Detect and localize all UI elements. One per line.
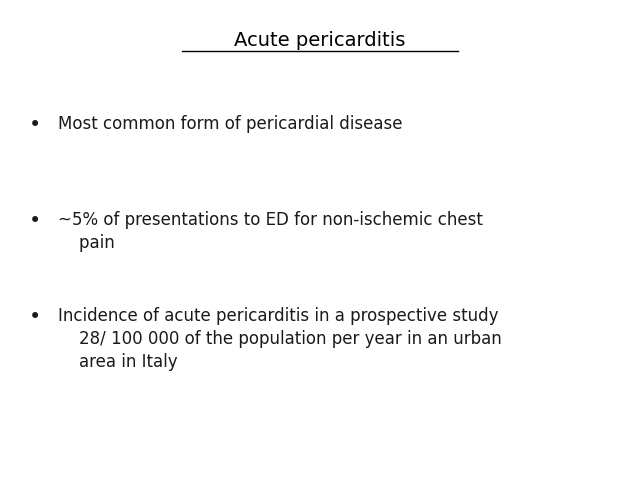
- Text: Most common form of pericardial disease: Most common form of pericardial disease: [58, 115, 402, 133]
- Text: •: •: [29, 115, 42, 135]
- Text: Acute pericarditis: Acute pericarditis: [234, 31, 406, 50]
- Text: Incidence of acute pericarditis in a prospective study
    28/ 100 000 of the po: Incidence of acute pericarditis in a pro…: [58, 307, 501, 371]
- Text: •: •: [29, 307, 42, 327]
- Text: •: •: [29, 211, 42, 231]
- Text: ~5% of presentations to ED for non-ischemic chest
    pain: ~5% of presentations to ED for non-ische…: [58, 211, 483, 252]
